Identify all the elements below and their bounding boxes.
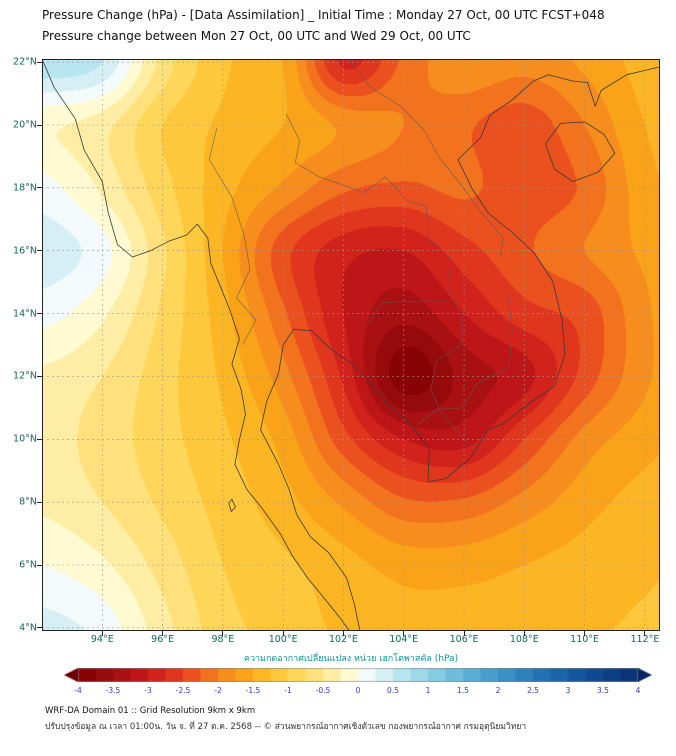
x-axis-tick-mark: [162, 631, 164, 636]
colorbar-tick-label: -1.5: [245, 686, 261, 695]
colorbar-tick-label: -0.5: [315, 686, 331, 695]
colorbar-tick-label: 0.5: [387, 686, 399, 695]
island-outline: [545, 121, 616, 182]
colorbar-tick-label: 3.5: [597, 686, 609, 695]
plot-frame: [42, 59, 660, 631]
x-axis-tick-mark: [282, 631, 284, 636]
colorbar-tick-label: -2.5: [175, 686, 191, 695]
colorbar-tick-label: 0: [355, 686, 361, 695]
colorbar: [64, 668, 652, 682]
x-axis-tick-mark: [342, 631, 344, 636]
x-axis-tick-mark: [644, 631, 646, 636]
country-border: [285, 113, 477, 449]
y-axis-tick-mark: [37, 187, 42, 189]
chart-title: Pressure Change (hPa) - [Data Assimilati…: [42, 8, 605, 22]
colorbar-label: ความกดอากาศเปลี่ยนแปลง หน่วย เฮกโตพาสคัล…: [243, 654, 459, 664]
chart-subtitle: Pressure change between Mon 27 Oct, 00 U…: [42, 29, 471, 43]
y-axis-tick-mark: [37, 627, 42, 629]
colorbar-tick-label: 2.5: [527, 686, 539, 695]
y-axis-tick-mark: [37, 501, 42, 503]
y-axis-tick-label: 10°N: [13, 433, 37, 445]
x-axis-tick-label: 108°E: [509, 634, 539, 645]
x-axis-tick-mark: [584, 631, 586, 636]
country-border: [417, 294, 513, 426]
x-axis-tick-label: 96°E: [151, 634, 174, 645]
y-axis-tick-mark: [37, 124, 42, 126]
y-axis-tick-mark: [37, 375, 42, 377]
x-axis-tick-label: 106°E: [449, 634, 479, 645]
x-axis-tick-mark: [403, 631, 405, 636]
country-border: [365, 300, 449, 327]
x-axis-tick-label: 94°E: [90, 634, 114, 645]
colorbar-tick-label: -3.5: [105, 686, 121, 695]
x-axis-tick-mark: [463, 631, 465, 636]
map-plot-area: [42, 59, 660, 631]
x-axis-tick-mark: [101, 631, 103, 636]
colorbar-tick-label: 1.5: [457, 686, 469, 695]
footer-update-info: ปรับปรุงข้อมูล ณ เวลา 01:00น. วัน จ. ที่…: [45, 722, 527, 732]
coastline: [42, 59, 350, 631]
y-axis-tick-mark: [37, 250, 42, 252]
footer-domain-info: WRF-DA Domain 01 :: Grid Resolution 9km …: [45, 706, 256, 716]
coastline: [260, 66, 660, 631]
colorbar-tick-label: -3: [144, 686, 152, 695]
colorbar-tick-label: 2: [495, 686, 501, 695]
x-axis-tick-label: 112°E: [630, 634, 660, 645]
y-axis-tick-label: 12°N: [13, 370, 37, 382]
colorbar-tick-label: 1: [425, 686, 431, 695]
y-axis-tick-label: 22°N: [13, 56, 37, 68]
y-axis-tick-label: 6°N: [19, 559, 37, 571]
country-border: [347, 59, 504, 258]
x-axis-tick-mark: [222, 631, 224, 636]
y-axis-tick-label: 8°N: [19, 496, 37, 508]
y-axis-tick-label: 18°N: [13, 182, 37, 194]
y-axis-tick-mark: [37, 61, 42, 63]
y-axis-tick-mark: [37, 564, 42, 566]
colorbar-tick-label: -1: [284, 686, 292, 695]
y-axis-tick-label: 20°N: [13, 119, 37, 131]
x-axis-tick-label: 100°E: [268, 634, 298, 645]
y-axis-tick-label: 14°N: [13, 308, 37, 320]
y-axis-tick-label: 4°N: [19, 622, 37, 634]
y-axis-tick-mark: [37, 313, 42, 315]
x-axis-tick-mark: [523, 631, 525, 636]
y-axis-tick-mark: [37, 438, 42, 440]
country-border: [209, 128, 257, 346]
island-outline: [228, 498, 236, 512]
colorbar-tick-label: 4: [635, 686, 641, 695]
x-axis-tick-label: 98°E: [211, 634, 235, 645]
colorbar-tick-label: 3: [565, 686, 571, 695]
x-axis-tick-label: 104°E: [389, 634, 419, 645]
colorbar-tick-label: -4: [74, 686, 82, 695]
x-axis-tick-label: 102°E: [329, 634, 358, 645]
map-overlay-svg: [42, 59, 660, 631]
pressure-field-canvas: [42, 59, 660, 631]
y-axis-tick-label: 16°N: [13, 245, 37, 257]
colorbar-tick-label: -2: [214, 686, 222, 695]
x-axis-tick-label: 110°E: [570, 634, 600, 645]
